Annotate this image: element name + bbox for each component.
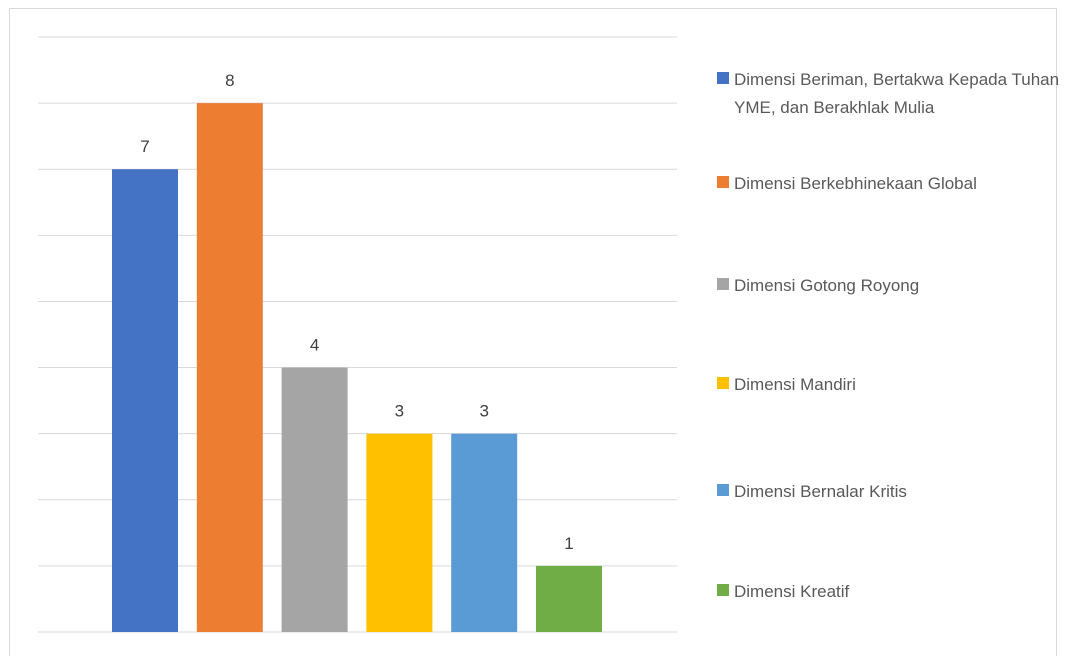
legend-item: Dimensi Gotong Royong	[717, 272, 1062, 300]
legend-swatch	[717, 377, 729, 389]
legend-item: Dimensi Kreatif	[717, 578, 1062, 606]
legend-label: Dimensi Bernalar Kritis	[734, 482, 907, 501]
legend-item: Dimensi Mandiri	[717, 371, 1062, 399]
legend-swatch	[717, 176, 729, 188]
data-label: 1	[564, 534, 573, 553]
legend-label: Dimensi Gotong Royong	[734, 276, 920, 295]
legend-item: Dimensi Bernalar Kritis	[717, 478, 1062, 506]
legend-label: Dimensi Berkebhinekaan Global	[734, 174, 977, 193]
data-label: 3	[395, 402, 404, 421]
data-label: 3	[479, 402, 488, 421]
bar	[451, 433, 518, 632]
bar	[366, 433, 433, 632]
data-label: 7	[140, 137, 149, 156]
bar	[536, 565, 602, 632]
legend-label: Dimensi Kreatif	[734, 582, 850, 601]
legend-swatch	[717, 278, 729, 290]
legend-item: Dimensi Berkebhinekaan Global	[717, 170, 1062, 198]
legend-swatch	[717, 484, 729, 496]
chart-frame	[9, 8, 1057, 656]
data-label: 4	[310, 336, 319, 355]
chart-legend: Dimensi Beriman, Bertakwa Kepada Tuhan Y…	[717, 0, 1062, 655]
bar	[281, 367, 348, 632]
bar	[196, 103, 263, 633]
legend-swatch	[717, 72, 729, 84]
bar	[112, 169, 178, 632]
legend-item: Dimensi Beriman, Bertakwa Kepada Tuhan Y…	[717, 66, 1062, 122]
legend-label: Dimensi Beriman, Bertakwa Kepada Tuhan Y…	[734, 70, 1060, 117]
data-label: 8	[225, 71, 234, 90]
legend-label: Dimensi Mandiri	[734, 375, 856, 394]
legend-swatch	[717, 584, 729, 596]
